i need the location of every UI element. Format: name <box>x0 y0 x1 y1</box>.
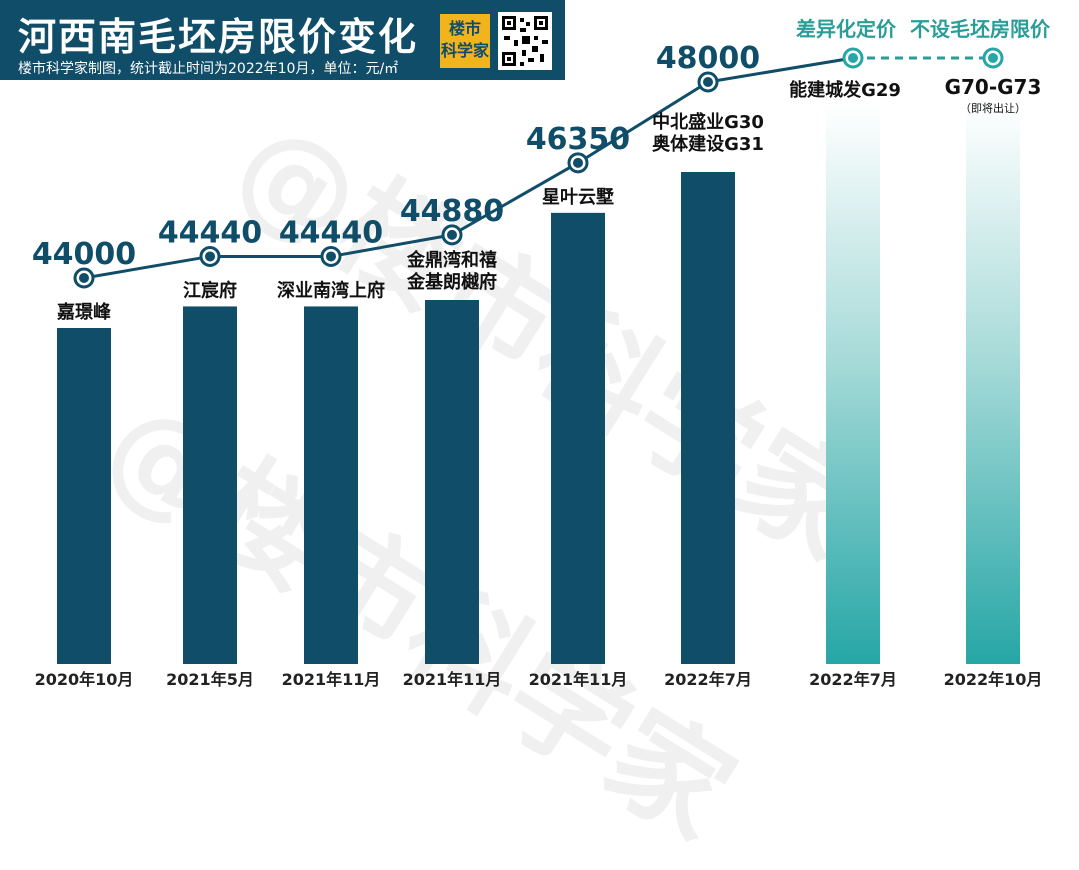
qr-code-icon <box>498 12 552 70</box>
bar <box>183 306 237 664</box>
data-point-core <box>988 53 998 63</box>
project-name-label: 星叶云墅 <box>542 187 614 208</box>
data-label: 44000 <box>32 237 136 272</box>
data-point-core <box>447 229 457 240</box>
bar <box>681 172 735 664</box>
x-tick-label: 2022年10月 <box>944 670 1043 689</box>
brand-logo: 楼市 科学家 <box>440 14 490 68</box>
project-note: （即将出让） <box>960 101 1026 115</box>
bar-no-price-cap <box>966 104 1020 664</box>
x-tick-label: 2020年10月 <box>35 670 134 689</box>
chart-title: 河西南毛坯房限价变化 <box>18 15 419 59</box>
x-tick-label: 2021年11月 <box>403 670 502 689</box>
logo-line-2: 科学家 <box>440 41 489 60</box>
project-name-label: 金基朗樾府 <box>406 271 497 293</box>
data-point-core <box>573 157 583 168</box>
x-tick-label: 2021年11月 <box>529 670 628 689</box>
project-name-label: G70-G73 <box>945 75 1042 99</box>
bar <box>551 212 605 664</box>
project-name-label: 金鼎湾和禧 <box>406 249 497 271</box>
project-name-label: 奥体建设G31 <box>652 133 764 155</box>
bar <box>304 306 358 664</box>
x-tick-label: 2021年5月 <box>166 670 254 689</box>
bar <box>57 328 111 664</box>
data-label: 46350 <box>526 122 630 157</box>
project-name-label: 江宸府 <box>183 279 237 301</box>
x-tick-label: 2021年11月 <box>282 670 381 689</box>
data-point-core <box>848 53 858 63</box>
data-point-core <box>703 77 713 87</box>
data-point-core <box>326 251 336 262</box>
header-banner: 河西南毛坯房限价变化 楼市科学家制图，统计截止时间为2022年10月，单位：元/… <box>0 0 565 80</box>
chart-subtitle: 楼市科学家制图，统计截止时间为2022年10月，单位：元/㎡ <box>18 61 399 77</box>
data-label: 48000 <box>656 41 760 76</box>
series-line-segment <box>707 56 854 84</box>
data-label: 44880 <box>400 194 504 229</box>
logo-line-1: 楼市 <box>448 19 481 38</box>
series-line-segment <box>451 161 579 237</box>
bar <box>425 300 479 664</box>
data-point-core <box>205 251 215 262</box>
data-label: 44440 <box>279 215 383 250</box>
project-name-label: 中北盛业G30 <box>652 111 764 133</box>
series-line-segment <box>577 80 709 165</box>
x-tick-label: 2022年7月 <box>664 670 752 689</box>
bar-no-price-cap <box>826 104 880 664</box>
data-label: 44440 <box>158 215 262 250</box>
project-name-label: 能建城发G29 <box>789 79 901 101</box>
project-name-label: 嘉璟峰 <box>56 301 112 323</box>
series-line-segment <box>83 254 211 280</box>
bar-line-chart: 2020年10月 44000 嘉璟峰 2021年5月 44440 江宸府 2021年11月 4… <box>32 17 1051 689</box>
data-point-core <box>79 273 89 283</box>
series-line-segment <box>330 233 453 258</box>
project-name-label: 深业南湾上府 <box>277 279 385 301</box>
x-tick-label: 2022年7月 <box>809 670 897 689</box>
no-price-cap-annotation: 差异化定价 不设毛坯房限价 <box>796 17 1051 41</box>
